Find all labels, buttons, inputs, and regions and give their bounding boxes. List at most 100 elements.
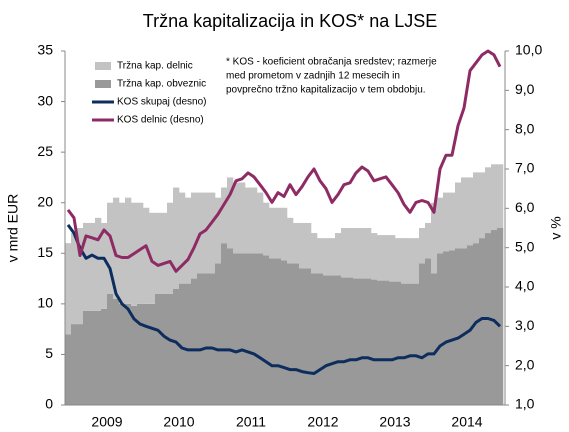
y2-tick-label: 8,0 [515,120,535,136]
bar-segment [299,268,306,405]
bar-segment [77,324,84,405]
bar-segment [347,228,354,278]
bar-segment [221,243,228,405]
bar-segment [395,238,402,282]
chart-title: Tržna kapitalizacija in KOS* na LJSE [143,11,437,31]
y-tick-label: 25 [37,143,53,159]
bar-segment [233,253,240,405]
bar-segment [323,238,330,276]
bar-segment [215,197,222,264]
bar-segment [77,228,84,325]
bar-segment [407,238,414,284]
y2-tick-label: 2,0 [515,356,535,372]
bar-segment [113,298,120,405]
bar-segment [497,228,504,405]
bar-segment [83,310,90,405]
y-tick-label: 5 [45,345,53,361]
bar-segment [179,283,186,405]
bar-segment [389,281,396,405]
bar-segment [443,192,450,252]
bar-segment [269,258,276,405]
bar-segment [389,235,396,282]
bar-segment [365,228,372,279]
bar-segment [173,187,180,289]
y2-tick-label: 9,0 [515,81,535,97]
bar-segment [101,222,108,309]
bar-segment [419,228,426,264]
bar-segment [245,253,252,405]
bar-segment [491,164,498,231]
bar-segment [215,263,222,405]
annotation: povprečno tržno kapitalizacijo v tem obd… [226,85,426,96]
x-tick-label: 2009 [91,414,122,430]
y2-tick-label: 5,0 [515,238,535,254]
bar-segment [305,268,312,405]
bar-segment [347,277,354,405]
bar-segment [395,281,402,405]
bar-segment [119,303,126,405]
bar-segment [209,192,216,274]
bar-segment [461,248,468,405]
bar-segment [245,187,252,254]
bar-segment [65,243,72,335]
bar-segment [377,280,384,405]
y2-tick-label: 7,0 [515,160,535,176]
y2-tick-label: 1,0 [515,396,535,412]
bar-segment [191,278,198,405]
bar-segment [125,303,132,405]
bar-segment [311,233,318,274]
bar-segment [383,235,390,281]
bar-segment [269,207,276,259]
bar-segment [407,283,414,405]
bar-segment [83,222,90,311]
bar-segment [317,238,324,274]
bar-segment [329,238,336,276]
legend-label: Tržna kap. obveznic [117,79,206,90]
bar-segment [191,192,198,279]
bar-segment [425,258,432,405]
bar-segment [287,263,294,405]
legend-swatch [95,62,111,70]
x-tick-label: 2014 [451,414,482,430]
bar-segment [161,212,168,294]
bar-segment [383,280,390,405]
bar-segment [185,197,192,284]
bar-segment [413,238,420,284]
y2-tick-label: 10,0 [515,42,542,58]
bar-segment [101,308,108,405]
y-tick-label: 20 [37,193,53,209]
legend-label: KOS delnic (desno) [117,115,204,126]
bar-segment [359,278,366,405]
bar-segment [143,207,150,304]
y2-tick-label: 4,0 [515,278,535,294]
y-tick-label: 30 [37,92,53,108]
bar-segment [479,238,486,405]
line-series [66,49,502,273]
bar-segment [233,182,240,254]
bar-segment [239,182,246,254]
bar-segment [149,303,156,405]
y-tick-label: 10 [37,295,53,311]
bar-segment [335,233,342,276]
bar-segment [137,303,144,405]
bar-segment [323,275,330,405]
bar-segment [173,288,180,405]
bar-segment [155,293,162,405]
bar-segment [125,197,132,304]
bar-segment [401,283,408,405]
y2-tick-label: 3,0 [515,317,535,333]
bar-segment [293,222,300,264]
bar-segment [227,248,234,405]
bar-segment [257,192,264,254]
bar-segment [317,273,324,405]
bar-segment [209,273,216,405]
bar-segment [227,177,234,249]
y2-axis-label: v % [548,216,564,239]
bar-segment [137,202,144,304]
bar-segment [257,253,264,405]
bar-segment [275,207,282,259]
bar-segment [497,164,504,228]
bar-segment [203,273,210,405]
y-axis-label: v mrd EUR [5,194,21,262]
bar-segment [89,310,96,405]
